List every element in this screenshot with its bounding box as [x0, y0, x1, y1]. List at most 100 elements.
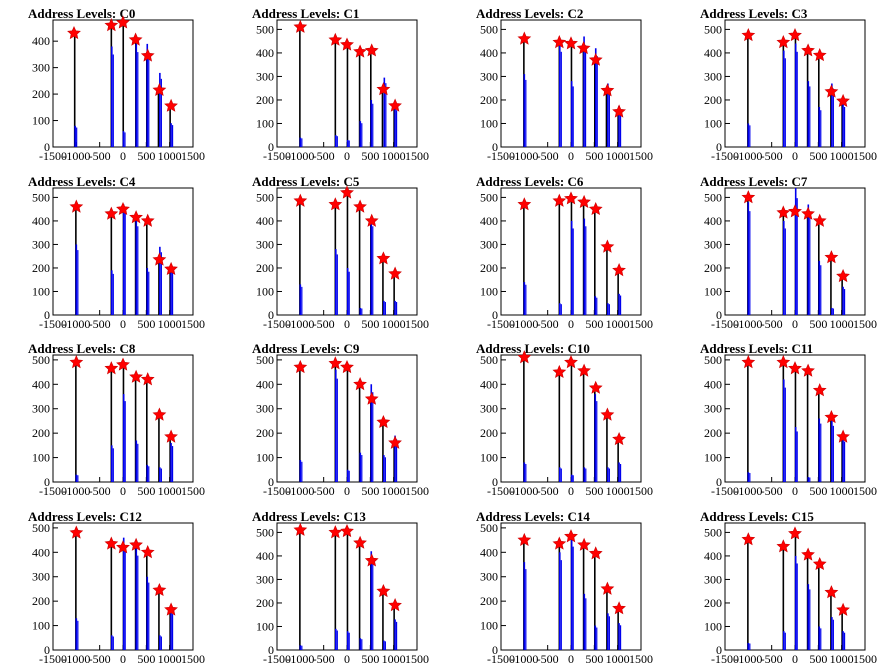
- level-marker: [364, 213, 379, 227]
- panel-c0: Address Levels: C0 0 100 200 300 400 -1500-100…: [28, 6, 205, 163]
- x-tick-label: -1500: [711, 484, 739, 498]
- level-marker: [741, 28, 756, 42]
- x-tick-label: -1500: [711, 652, 739, 666]
- level-marker: [140, 48, 155, 62]
- level-marker: [776, 539, 791, 553]
- y-tick-label: 400: [32, 34, 50, 48]
- level-marker: [812, 213, 827, 227]
- x-tick-label: -1500: [263, 652, 291, 666]
- level-marker: [328, 197, 343, 211]
- level-marker: [836, 429, 850, 443]
- level-marker: [376, 251, 391, 265]
- y-tick-label: 200: [256, 596, 274, 610]
- x-tick-label: 1500: [181, 484, 205, 498]
- x-tick-label: 1500: [853, 652, 877, 666]
- level-marker: [364, 391, 379, 405]
- x-tick-label: 0: [344, 317, 350, 331]
- x-tick-label: -1500: [263, 484, 291, 498]
- y-tick-label: 0: [492, 475, 498, 489]
- level-marker: [612, 432, 626, 446]
- level-marker: [812, 556, 827, 571]
- panel-c4: Address Levels: C40100200300400500-1500-…: [28, 174, 205, 331]
- level-marker: [577, 194, 591, 209]
- level-marker: [801, 206, 815, 220]
- panel-c8: Address Levels: C80100200300400500-1500-…: [28, 341, 205, 498]
- x-tick-label: -1000: [734, 484, 762, 498]
- level-marker: [836, 93, 850, 108]
- x-tick-label: -500: [761, 484, 783, 498]
- panel-c15: Address Levels: C15 0 100 200 300 400 500 -1500…: [700, 509, 877, 666]
- y-tick-label: 400: [704, 46, 722, 60]
- x-tick-label: -500: [313, 317, 335, 331]
- y-tick-label: 400: [480, 214, 498, 228]
- level-marker: [376, 82, 391, 96]
- y-tick-label: 200: [704, 426, 722, 440]
- level-marker: [340, 185, 354, 199]
- x-tick-label: 0: [344, 149, 350, 163]
- y-tick-label: 300: [256, 402, 274, 416]
- y-tick-label: 200: [32, 261, 50, 275]
- panel-c2: Address Levels: C20100200300400500-1500-…: [476, 6, 653, 163]
- x-tick-label: -500: [313, 484, 335, 498]
- x-tick-label: -1000: [62, 317, 90, 331]
- y-tick-label: 200: [256, 93, 274, 107]
- x-tick-label: 500: [585, 484, 603, 498]
- panel-c5: Address Levels: C50100200300400500-1500-…: [252, 174, 429, 331]
- panel-c3: Address Levels: C30100200300400500-1500-…: [700, 6, 877, 163]
- level-marker: [293, 193, 308, 207]
- x-tick-label: -500: [313, 652, 335, 666]
- level-marker: [69, 355, 84, 369]
- panel-title: Address Levels: C15: [700, 509, 814, 524]
- x-tick-label: 500: [137, 484, 155, 498]
- level-marker: [588, 201, 603, 216]
- x-tick-label: -1000: [510, 484, 538, 498]
- x-tick-label: 500: [137, 149, 155, 163]
- level-marker: [517, 197, 532, 211]
- level-marker: [741, 355, 756, 369]
- x-tick-label: -500: [89, 484, 111, 498]
- x-tick-label: 1000: [606, 484, 630, 498]
- level-marker: [69, 199, 84, 213]
- panel-c6: Address Levels: C60100200300400500-1500-…: [476, 174, 653, 331]
- y-tick-label: 400: [32, 545, 50, 559]
- level-marker: [612, 263, 626, 277]
- x-tick-label: 500: [809, 149, 827, 163]
- x-tick-label: 500: [361, 149, 379, 163]
- x-tick-label: 0: [568, 149, 574, 163]
- x-tick-label: 500: [361, 652, 379, 666]
- x-tick-label: -1500: [711, 317, 739, 331]
- level-marker: [776, 355, 791, 369]
- x-tick-label: 0: [344, 484, 350, 498]
- x-tick-label: -1000: [286, 149, 314, 163]
- panel-title: Address Levels: C3: [700, 6, 808, 21]
- level-marker: [576, 40, 591, 55]
- x-tick-label: -1000: [62, 652, 90, 666]
- level-marker: [612, 104, 626, 118]
- x-tick-label: -1500: [39, 149, 67, 163]
- level-marker: [140, 213, 155, 227]
- level-marker: [801, 43, 815, 57]
- y-tick-label: 300: [256, 237, 274, 251]
- level-marker: [788, 361, 802, 375]
- y-tick-label: 100: [704, 116, 722, 130]
- x-tick-label: 500: [585, 652, 603, 666]
- panel-title: Address Levels: C4: [28, 174, 136, 189]
- level-marker: [776, 205, 791, 219]
- x-tick-label: -500: [89, 317, 111, 331]
- y-tick-label: 300: [480, 237, 498, 251]
- x-tick-label: -1500: [487, 317, 515, 331]
- y-tick-label: 300: [32, 237, 50, 251]
- x-tick-label: 1000: [382, 484, 406, 498]
- x-tick-label: 0: [568, 317, 574, 331]
- y-tick-label: 400: [256, 46, 274, 60]
- level-marker: [552, 536, 567, 550]
- y-tick-label: 300: [480, 570, 498, 584]
- x-tick-label: 1500: [853, 484, 877, 498]
- level-marker: [140, 372, 155, 386]
- y-tick-label: 300: [256, 69, 274, 83]
- y-tick-label: 0: [492, 308, 498, 322]
- level-marker: [388, 435, 402, 449]
- y-tick-label: 0: [44, 475, 50, 489]
- x-tick-label: -1000: [510, 317, 538, 331]
